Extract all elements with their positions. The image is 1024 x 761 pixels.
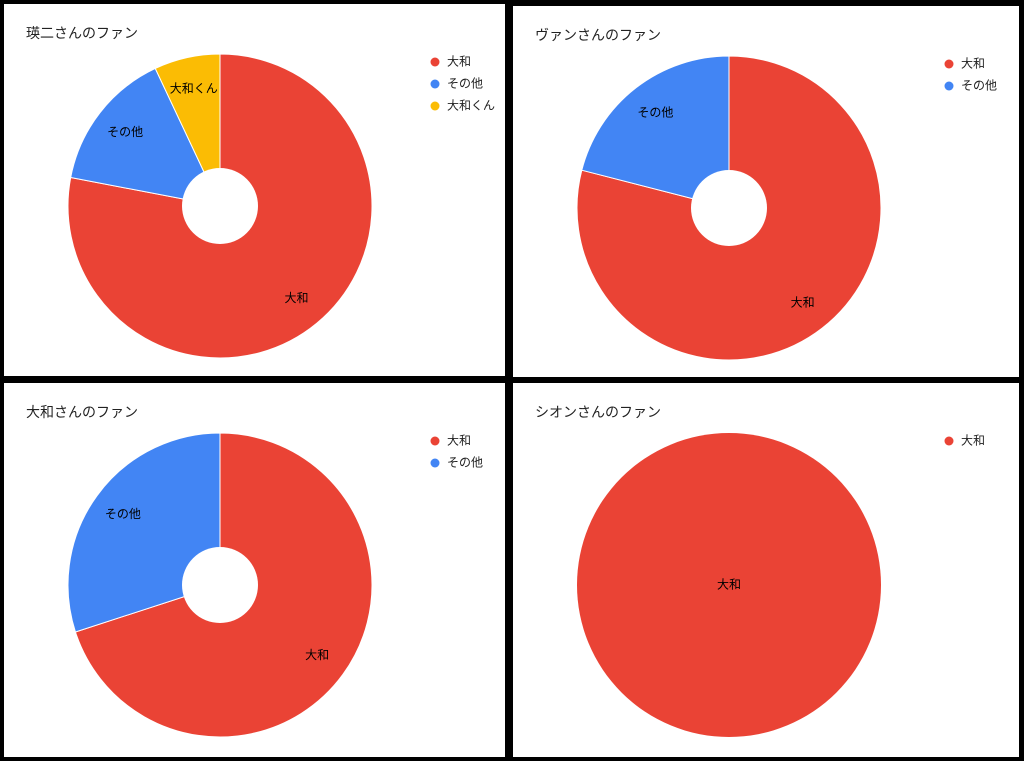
chart-panel: ヴァンさんのファン 大和 その他 大和 その他 <box>513 6 1019 377</box>
legend-label: 大和くん <box>447 99 495 113</box>
pie-slice <box>577 433 881 737</box>
legend-label: 大和 <box>961 434 985 448</box>
donut-hole <box>182 168 258 244</box>
legend-label: その他 <box>447 456 483 470</box>
donut-hole <box>182 547 258 623</box>
legend-marker <box>430 79 440 89</box>
legend-label: その他 <box>447 77 483 91</box>
slice-label: 大和 <box>791 295 815 309</box>
legend-marker <box>944 81 954 91</box>
slice-label: その他 <box>105 507 141 521</box>
pie-slice <box>70 67 221 207</box>
chart-title: シオンさんのファン <box>535 405 661 421</box>
slice-label: その他 <box>637 106 673 120</box>
legend-marker <box>944 59 954 69</box>
chart-panel: 瑛二さんのファン 大和 その他 大和くん 大和 その他 大和くん <box>4 4 505 376</box>
legend-label: 大和 <box>961 57 985 71</box>
legend-marker <box>944 436 954 446</box>
slice-label: 大和 <box>717 578 741 592</box>
legend-label: 大和 <box>447 434 471 448</box>
slice-label: その他 <box>107 125 143 139</box>
pie-slice <box>67 432 221 633</box>
chart-title: 瑛二さんのファン <box>26 26 138 42</box>
legend-marker <box>430 101 440 111</box>
slice-label: 大和 <box>285 291 309 305</box>
legend-marker <box>430 436 440 446</box>
legend-label: その他 <box>961 79 997 93</box>
legend-label: 大和 <box>447 55 471 69</box>
slice-label: 大和くん <box>170 81 218 95</box>
legend-marker <box>430 57 440 67</box>
pie-slice <box>581 55 730 209</box>
chart-panel: シオンさんのファン 大和 大和 <box>513 383 1019 757</box>
pie-slice <box>67 53 373 359</box>
chart-title: 大和さんのファン <box>26 405 138 421</box>
slice-label: 大和 <box>305 648 329 662</box>
legend-marker <box>430 458 440 468</box>
chart-title: ヴァンさんのファン <box>535 27 661 44</box>
pie-slice <box>154 53 221 207</box>
chart-panel: 大和さんのファン 大和 その他 大和 その他 <box>4 383 505 757</box>
donut-hole <box>691 170 767 246</box>
